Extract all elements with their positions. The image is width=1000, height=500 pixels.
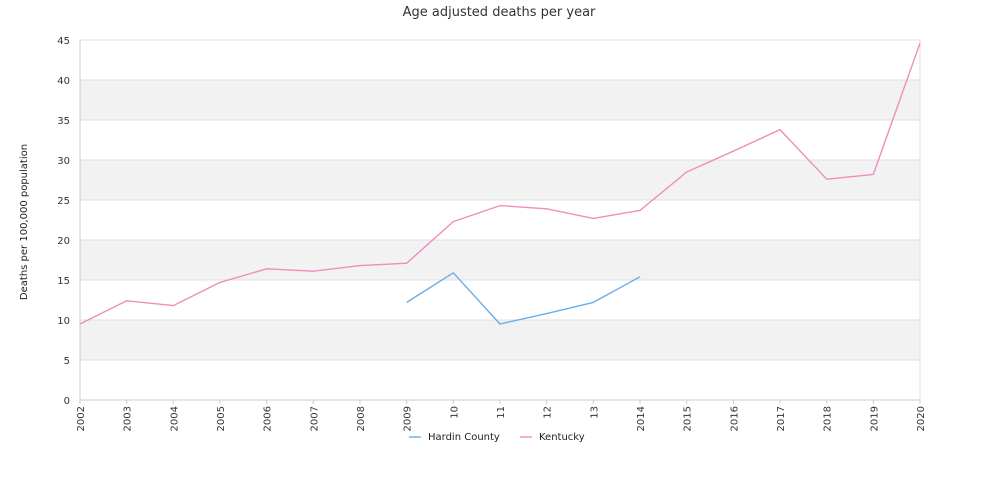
- x-tick-label: 10: [449, 406, 460, 419]
- y-axis-label: Deaths per 100,000 population: [19, 144, 30, 300]
- y-tick-label: 30: [57, 156, 70, 167]
- y-axis-ticks: 0 5 10 15 20 25 30 35 40 45: [57, 36, 70, 407]
- series-line-kentucky: [79, 42, 921, 325]
- y-tick-label: 15: [57, 276, 70, 287]
- x-tick-label: 2002: [76, 406, 87, 431]
- x-tick-label: 2007: [309, 406, 320, 431]
- x-tick-label: 11: [496, 406, 507, 419]
- grid-bands: [80, 80, 920, 360]
- y-tick-label: 0: [64, 396, 70, 407]
- x-tick-label: 13: [589, 406, 600, 419]
- x-tick-label: 2014: [636, 406, 647, 431]
- y-tick-label: 40: [57, 76, 70, 87]
- y-tick-label: 35: [57, 116, 70, 127]
- series-lines: [79, 42, 921, 325]
- x-tick-label: 12: [543, 406, 554, 419]
- y-tick-label: 20: [57, 236, 70, 247]
- x-tick-label: 2005: [216, 406, 227, 431]
- x-tick-label: 2006: [263, 406, 274, 431]
- legend-label-kentucky: Kentucky: [539, 432, 585, 443]
- grid-band: [80, 320, 920, 360]
- x-tick-label: 2019: [869, 406, 880, 431]
- grid-band: [80, 160, 920, 200]
- x-tick-label: 2018: [823, 406, 834, 431]
- legend-label-hardin-county: Hardin County: [428, 432, 500, 443]
- x-tick-label: 2016: [729, 406, 740, 431]
- y-tick-label: 5: [64, 356, 70, 367]
- x-tick-label: 2003: [123, 406, 134, 431]
- x-axis-ticks: 2002 2003 2004 2005 2006 2007 2008 2009 10 11 12 13…: [76, 400, 927, 431]
- x-tick-label: 2015: [683, 406, 694, 431]
- y-tick-label: 45: [57, 36, 70, 47]
- x-tick-label: 2009: [403, 406, 414, 431]
- chart-title: Age adjusted deaths per year: [403, 5, 596, 20]
- legend: Hardin County Kentucky: [409, 432, 585, 443]
- grid-band: [80, 240, 920, 280]
- x-tick-label: 2008: [356, 406, 367, 431]
- grid-lines: [80, 39, 920, 401]
- grid-band: [80, 80, 920, 120]
- y-tick-label: 25: [57, 196, 70, 207]
- series-line-hardin-county: [406, 272, 641, 325]
- x-tick-label: 2004: [169, 406, 180, 431]
- y-tick-label: 10: [57, 316, 70, 327]
- x-tick-label: 2017: [776, 406, 787, 431]
- x-tick-label: 2020: [916, 406, 927, 431]
